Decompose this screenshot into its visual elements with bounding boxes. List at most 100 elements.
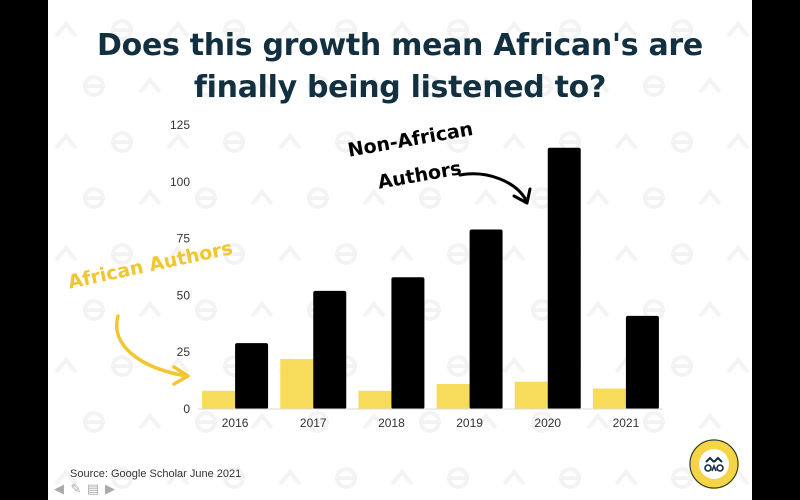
pattern-shape bbox=[362, 300, 386, 318]
comment-icon[interactable]: ▤ bbox=[86, 482, 100, 497]
pattern-shape bbox=[335, 467, 358, 489]
x-tick-label: 2018 bbox=[378, 416, 405, 430]
pattern-shape bbox=[223, 243, 246, 265]
pattern-shape bbox=[54, 244, 78, 262]
pattern-shape bbox=[223, 19, 246, 41]
pattern-shape bbox=[586, 188, 610, 206]
x-tick-label: 2016 bbox=[222, 416, 249, 430]
pattern-shape bbox=[362, 188, 386, 206]
pattern-shape bbox=[726, 20, 750, 38]
pattern-shape bbox=[83, 187, 106, 209]
pattern-shape bbox=[419, 187, 442, 209]
pattern-shape bbox=[502, 356, 526, 374]
pattern-shape bbox=[166, 468, 190, 486]
pattern-shape bbox=[726, 244, 750, 262]
pattern-shape bbox=[390, 468, 414, 486]
y-axis: 0 25 50 75 100 125 bbox=[170, 118, 190, 416]
bar-non-african-2020 bbox=[547, 147, 581, 409]
pattern-shape bbox=[195, 75, 218, 97]
bar-non-african-2018 bbox=[391, 277, 425, 409]
pattern-shape bbox=[250, 412, 274, 430]
bar-african-2021 bbox=[592, 388, 626, 409]
pattern-shape bbox=[362, 412, 386, 430]
pattern-shape bbox=[138, 300, 162, 318]
pattern-shape bbox=[698, 300, 722, 318]
bar-non-african-2019 bbox=[469, 229, 503, 409]
bar-non-african-2016 bbox=[235, 343, 269, 409]
x-tick-label: 2017 bbox=[300, 416, 327, 430]
pattern-shape bbox=[83, 299, 106, 321]
pattern-shape bbox=[474, 412, 498, 430]
arrow-right-icon[interactable]: ▶ bbox=[105, 482, 115, 497]
pattern-shape bbox=[335, 131, 358, 153]
pattern-shape bbox=[278, 20, 302, 38]
pattern-shape bbox=[698, 412, 722, 430]
pattern-shape bbox=[54, 356, 78, 374]
bar-african-2019 bbox=[436, 384, 470, 409]
pattern-shape bbox=[614, 132, 638, 150]
pattern-shape bbox=[502, 20, 526, 38]
pattern-shape bbox=[223, 131, 246, 153]
pattern-shape bbox=[250, 76, 274, 94]
pattern-shape bbox=[307, 75, 330, 97]
pattern-shape bbox=[614, 244, 638, 262]
pattern-shape bbox=[447, 131, 470, 153]
pattern-shape bbox=[474, 76, 498, 94]
pattern-shape bbox=[419, 75, 442, 97]
pattern-shape bbox=[54, 468, 78, 486]
bar-non-african-2017 bbox=[313, 290, 347, 409]
pattern-shape bbox=[726, 356, 750, 374]
pattern-shape bbox=[586, 76, 610, 94]
pattern-shape bbox=[278, 468, 302, 486]
pattern-shape bbox=[671, 243, 694, 265]
pattern-shape bbox=[586, 300, 610, 318]
pattern-shape bbox=[390, 20, 414, 38]
pattern-shape bbox=[447, 243, 470, 265]
pattern-shape bbox=[166, 20, 190, 38]
arrow-left-icon[interactable]: ◀ bbox=[54, 482, 64, 497]
bar-african-2016 bbox=[202, 390, 236, 409]
pattern-shape bbox=[531, 411, 554, 433]
pattern-shape bbox=[195, 187, 218, 209]
pattern-shape bbox=[390, 132, 414, 150]
pattern-shape bbox=[83, 411, 106, 433]
pattern-shape bbox=[474, 188, 498, 206]
pattern-shape bbox=[307, 411, 330, 433]
non-african-arrowhead-icon bbox=[512, 187, 532, 205]
pattern-shape bbox=[166, 132, 190, 150]
bars bbox=[202, 147, 659, 409]
pattern-shape bbox=[335, 19, 358, 41]
pencil-icon[interactable]: ✎ bbox=[70, 482, 82, 497]
pattern-shape bbox=[671, 131, 694, 153]
pattern-shape bbox=[643, 411, 666, 433]
pattern-shape bbox=[502, 468, 526, 486]
pattern-shape bbox=[643, 187, 666, 209]
pattern-shape bbox=[726, 132, 750, 150]
x-tick-label: 2020 bbox=[534, 416, 561, 430]
pattern-shape bbox=[278, 244, 302, 262]
pattern-shape bbox=[166, 244, 190, 262]
annotation-arrows bbox=[114, 172, 532, 386]
pattern-shape bbox=[447, 355, 470, 377]
pattern-shape bbox=[138, 188, 162, 206]
pattern-shape bbox=[390, 244, 414, 262]
pattern-shape bbox=[83, 75, 106, 97]
pattern-shape bbox=[138, 412, 162, 430]
pattern-shape bbox=[111, 467, 134, 489]
y-tick-label: 75 bbox=[177, 232, 191, 246]
pattern-shape bbox=[54, 132, 78, 150]
pattern-shape bbox=[111, 355, 134, 377]
pattern-shape bbox=[671, 355, 694, 377]
african-arrow-icon bbox=[114, 314, 188, 378]
y-tick-label: 50 bbox=[177, 288, 191, 302]
pattern-shape bbox=[250, 300, 274, 318]
chart-title-line2: finally being listened to? bbox=[193, 70, 607, 105]
pattern-shape bbox=[111, 131, 134, 153]
y-tick-label: 25 bbox=[177, 345, 191, 359]
bar-chart: 0 25 50 75 100 125 2016 2017 2018 2019 2020 2021 bbox=[114, 118, 662, 430]
pattern-shape bbox=[698, 188, 722, 206]
african-arrowhead-icon bbox=[172, 365, 190, 386]
x-tick-label: 2019 bbox=[456, 416, 483, 430]
open-restitution-africa-logo bbox=[689, 439, 739, 489]
pattern-shape bbox=[362, 76, 386, 94]
